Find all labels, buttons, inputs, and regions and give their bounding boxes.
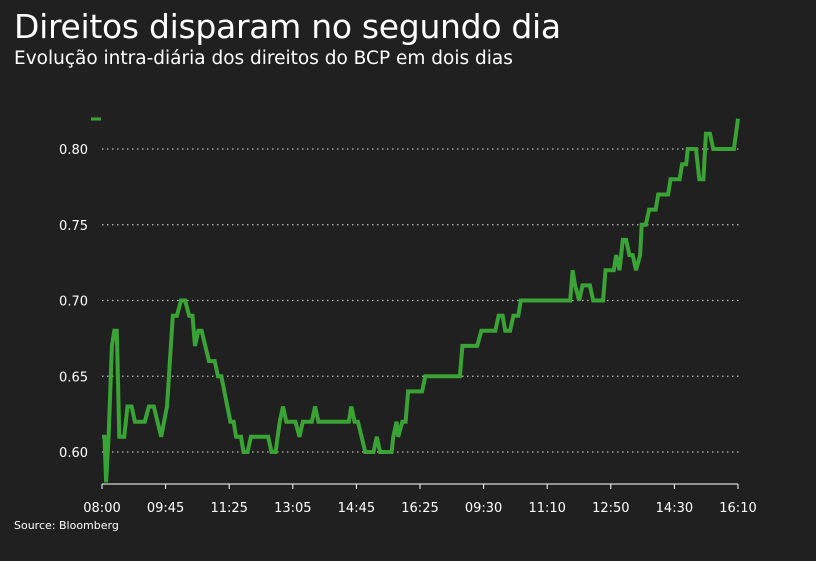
x-tick-label: 09:45 — [147, 501, 184, 516]
y-tick-label: 0.65 — [59, 370, 88, 385]
y-tick-label: 0.70 — [59, 295, 88, 310]
x-tick-label: 08:00 — [83, 501, 120, 516]
x-tick-label: 12:50 — [592, 501, 629, 516]
gridlines — [102, 148, 740, 453]
series-line — [102, 118, 740, 483]
chart-title: Direitos disparam no segundo dia — [14, 7, 561, 46]
y-axis-tick-labels: 0.60 0.65 0.70 0.75 0.80 — [59, 143, 88, 461]
x-tick-label: 11:25 — [210, 501, 247, 516]
x-tick-label: 09:30 — [465, 501, 502, 516]
x-tick-label: 16:25 — [401, 501, 438, 516]
y-tick-label: 0.75 — [59, 219, 88, 234]
chart-subtitle: Evolução intra-diária dos direitos do BC… — [14, 48, 513, 69]
x-axis: 08:00 09:45 11:25 13:05 14:45 16:25 09:30 11:10… — [83, 483, 757, 516]
x-tick-label: 11:10 — [528, 501, 565, 516]
x-tick-label: 14:45 — [338, 501, 375, 516]
source-note: Source: Bloomberg — [14, 519, 119, 532]
y-tick-label: 0.60 — [59, 446, 88, 461]
y-tick-label: 0.80 — [59, 143, 88, 158]
series-layer — [102, 118, 740, 483]
x-tick-label: 14:30 — [656, 501, 693, 516]
x-tick-label: 16:10 — [719, 501, 756, 516]
x-tick-label: 13:05 — [274, 501, 311, 516]
